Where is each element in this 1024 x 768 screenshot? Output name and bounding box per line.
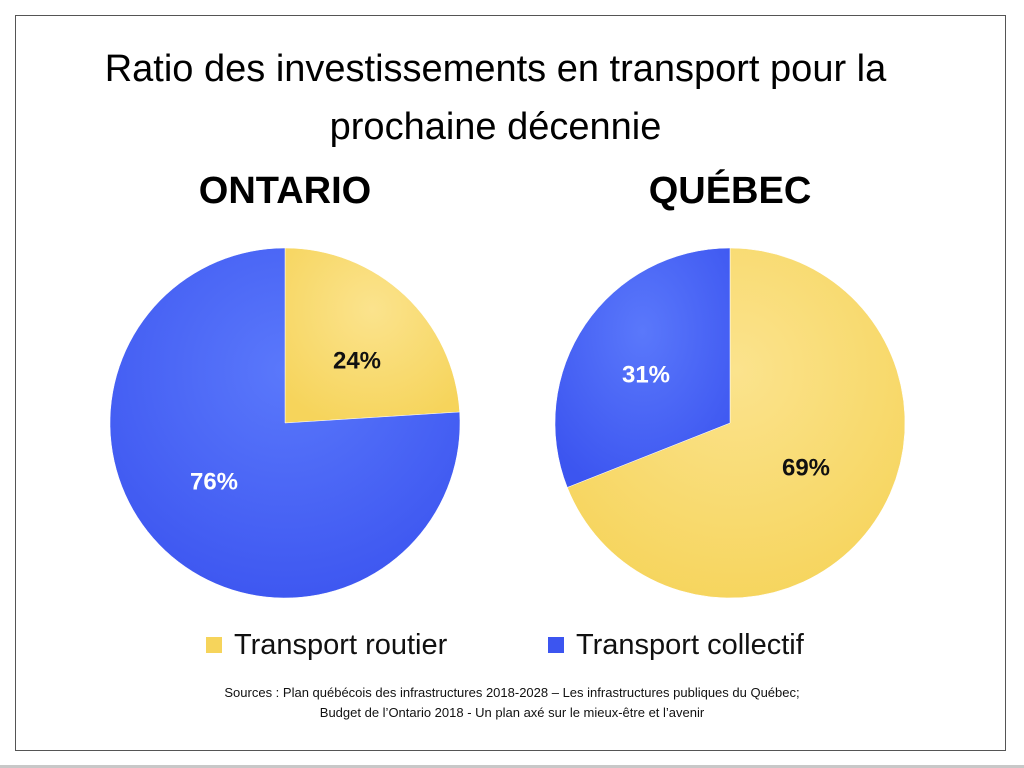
legend-label-road: Transport routier	[234, 628, 448, 661]
quebec-chart-heading: QUÉBEC	[648, 170, 812, 212]
quebec-data-label-road: 69%	[782, 454, 830, 481]
chart-title-line-1: Ratio des investissements en transport p…	[104, 48, 887, 90]
legend-swatch-road	[206, 637, 222, 653]
legend-item-road: Transport routier	[206, 625, 447, 665]
sources-note: Sources : Plan québécois des infrastruct…	[60, 683, 964, 723]
ontario-chart-heading: ONTARIO	[198, 170, 372, 212]
ontario-data-label-transit: 76%	[190, 468, 238, 495]
chart-title-line-2: prochaine décennie	[329, 106, 662, 148]
ontario-data-label-road: 24%	[333, 347, 381, 374]
chart-title: Ratio des investissements en transport p…	[40, 40, 951, 156]
ontario-pie-slice-road	[284, 247, 460, 424]
bottom-edge	[0, 765, 1024, 768]
sources-line-2: Budget de l’Ontario 2018 - Un plan axé s…	[319, 705, 705, 720]
legend-item-transit: Transport collectif	[548, 625, 804, 665]
ontario-pie-slice-transit	[109, 247, 461, 599]
legend-label-transit: Transport collectif	[576, 628, 804, 661]
quebec-data-label-transit: 31%	[622, 361, 670, 388]
sources-line-1: Sources : Plan québécois des infrastruct…	[224, 685, 800, 700]
legend-swatch-transit	[548, 637, 564, 653]
quebec-pie-slice-road	[566, 247, 906, 599]
legend: Transport routier Transport collectif	[0, 625, 1024, 665]
quebec-pie-slice-transit	[554, 247, 731, 488]
